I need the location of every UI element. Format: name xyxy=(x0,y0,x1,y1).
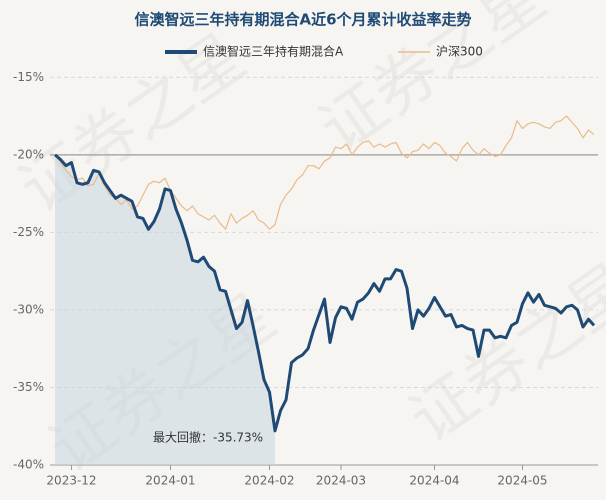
chart-title: 信澳智远三年持有期混合A近6个月累计收益率走势 xyxy=(134,11,471,29)
x-tick-label: 2023-12 xyxy=(46,474,96,488)
y-tick-label: -40% xyxy=(13,458,44,472)
legend-label: 信澳智远三年持有期混合A xyxy=(203,44,344,59)
drawdown-area xyxy=(55,154,275,465)
x-tick-label: 2024-04 xyxy=(409,474,459,488)
x-tick-label: 2024-02 xyxy=(244,474,294,488)
x-tick-label: 2024-05 xyxy=(497,474,547,488)
x-tick-label: 2024-01 xyxy=(145,474,195,488)
y-tick-label: -15% xyxy=(13,70,44,84)
y-tick-label: -25% xyxy=(13,225,44,239)
x-tick-label: 2024-03 xyxy=(316,474,366,488)
legend-label: 沪深300 xyxy=(436,45,483,59)
y-tick-label: -20% xyxy=(13,147,44,161)
series-line xyxy=(54,115,595,230)
annotation: 最大回撤：-35.73% xyxy=(153,430,263,445)
series-line xyxy=(54,153,596,433)
y-tick-label: -30% xyxy=(13,302,44,316)
y-tick-label: -35% xyxy=(13,380,44,394)
